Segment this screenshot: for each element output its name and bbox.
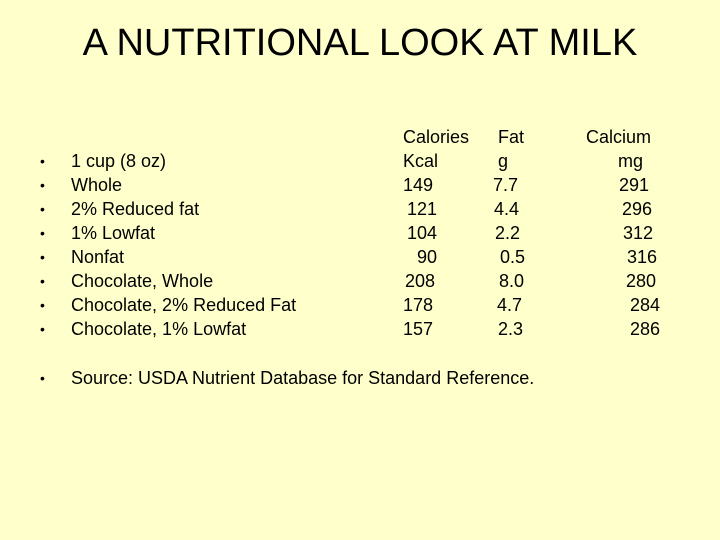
bullet-icon: • xyxy=(40,321,45,337)
source-note: • Source: USDA Nutrient Database for Sta… xyxy=(40,366,534,390)
bullet-icon: • xyxy=(40,177,45,193)
calories-value: 178 xyxy=(403,295,434,315)
source-text: Source: USDA Nutrient Database for Stand… xyxy=(71,368,535,388)
calcium-unit: mg xyxy=(618,151,644,171)
fat-value: 2.3 xyxy=(498,319,524,339)
list-item: • Chocolate, 2% Reduced Fat xyxy=(40,293,296,317)
list-item-label: Chocolate, Whole xyxy=(71,271,214,291)
bullet-icon: • xyxy=(40,225,45,241)
list-item-label: 2% Reduced fat xyxy=(71,199,200,219)
list-item: • 1 cup (8 oz) xyxy=(40,149,296,173)
fat-header: Fat xyxy=(498,127,525,147)
slide-title: A NUTRITIONAL LOOK AT MILK xyxy=(82,22,638,64)
fat-value: 8.0 xyxy=(499,271,525,291)
fat-value: 4.4 xyxy=(494,199,520,219)
bullet-icon: • xyxy=(40,297,45,313)
bullet-icon: • xyxy=(40,201,45,217)
fat-unit: g xyxy=(498,151,509,171)
calories-unit: Kcal xyxy=(403,151,439,171)
fat-value: 2.2 xyxy=(495,223,521,243)
calories-value: 90 xyxy=(417,247,438,267)
bullet-icon: • xyxy=(40,370,45,386)
list-item-label: Nonfat xyxy=(71,247,125,267)
calcium-value: 280 xyxy=(626,271,657,291)
list-item: • Chocolate, Whole xyxy=(40,269,296,293)
list-item: • Nonfat xyxy=(40,245,296,269)
calcium-value: 312 xyxy=(623,223,654,243)
list-item: • 2% Reduced fat xyxy=(40,197,296,221)
fat-value: 4.7 xyxy=(497,295,523,315)
calories-value: 208 xyxy=(405,271,436,291)
calories-value: 121 xyxy=(407,199,438,219)
calories-header: Calories xyxy=(403,127,470,147)
list-item-label: 1 cup (8 oz) xyxy=(71,151,167,171)
calcium-value: 284 xyxy=(630,295,661,315)
list-item: • 1% Lowfat xyxy=(40,221,296,245)
list-item-label: Chocolate, 1% Lowfat xyxy=(71,319,247,339)
fat-value: 7.7 xyxy=(493,175,519,195)
calcium-value: 291 xyxy=(619,175,650,195)
calcium-value: 296 xyxy=(622,199,653,219)
list-item-label: Whole xyxy=(71,175,123,195)
calories-column: Calories Kcal 149 121 104 90 208 178 157 xyxy=(403,125,493,341)
list-item-label: 1% Lowfat xyxy=(71,223,156,243)
list-item: • Chocolate, 1% Lowfat xyxy=(40,317,296,341)
calories-value: 157 xyxy=(403,319,434,339)
calcium-header: Calcium xyxy=(586,127,652,147)
fat-value: 0.5 xyxy=(500,247,526,267)
fat-column: Fat g 7.7 4.4 2.2 0.5 8.0 4.7 2.3 xyxy=(490,125,550,341)
bullet-icon: • xyxy=(40,273,45,289)
calories-value: 149 xyxy=(403,175,434,195)
bullet-icon: • xyxy=(40,249,45,265)
bullet-icon: • xyxy=(40,153,45,169)
list-item-label: Chocolate, 2% Reduced Fat xyxy=(71,295,297,315)
calcium-column: Calcium mg 291 296 312 316 280 284 286 xyxy=(580,125,670,341)
milk-type-list: • 1 cup (8 oz) • Whole • 2% Reduced fat • 1%… xyxy=(40,149,296,341)
calcium-value: 316 xyxy=(627,247,658,267)
calcium-value: 286 xyxy=(630,319,661,339)
calories-value: 104 xyxy=(407,223,438,243)
list-item: • Whole xyxy=(40,173,296,197)
